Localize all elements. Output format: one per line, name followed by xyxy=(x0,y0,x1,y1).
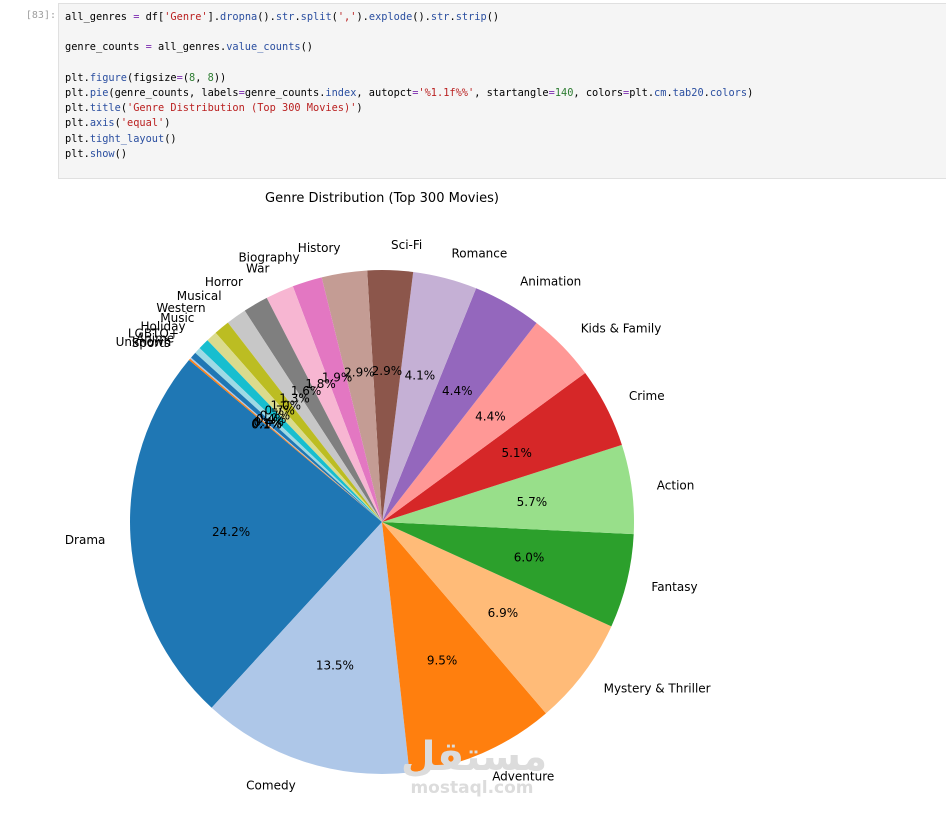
pct-label-lgbtq: 0.4% xyxy=(256,412,287,426)
pie-slice-horror xyxy=(244,297,382,522)
slice-label-kids-family: Kids & Family xyxy=(581,322,662,336)
pct-label-holiday: 0.7% xyxy=(260,408,291,422)
pct-label-kids-family: 4.4% xyxy=(475,410,506,424)
pie-slice-fantasy xyxy=(382,522,634,627)
pct-label-horror: 1.6% xyxy=(291,384,322,398)
pct-label-music: 0.7% xyxy=(264,404,295,418)
pie-slice-unknown xyxy=(189,357,382,522)
pct-label-fantasy: 6.0% xyxy=(514,551,545,565)
pct-label-crime: 5.1% xyxy=(501,446,532,460)
slice-label-action: Action xyxy=(657,479,695,493)
slice-label-sports: Sports xyxy=(132,336,170,350)
slice-label-war: War xyxy=(246,262,269,276)
slice-label-western: Western xyxy=(156,301,205,315)
watermark-latin: mostaql.com xyxy=(410,778,533,798)
pct-label-musical: 1.3% xyxy=(279,392,310,406)
pie-slice-drama xyxy=(130,360,382,708)
pie-slice-comedy xyxy=(211,522,410,774)
slice-label-horror: Horror xyxy=(205,275,243,289)
slice-label-history: History xyxy=(298,241,341,255)
pct-label-unknown: 0.1% xyxy=(252,417,283,431)
pct-label-anime: 0.4% xyxy=(253,415,284,429)
pie-slice-lgbtq xyxy=(195,348,382,522)
slice-label-adventure: Adventure xyxy=(492,769,554,783)
cell-prompt: [83]: xyxy=(25,10,56,21)
slice-label-comedy: Comedy xyxy=(246,778,296,792)
slice-label-music: Music xyxy=(160,311,194,325)
slice-label-sci-fi: Sci-Fi xyxy=(391,238,422,252)
watermark-arabic: مستقل xyxy=(401,734,547,780)
pie-slice-animation xyxy=(382,288,537,522)
slice-label-mystery-thriller: Mystery & Thriller xyxy=(604,682,711,696)
pie-slice-sports xyxy=(188,358,382,522)
pie-slice-music xyxy=(207,332,382,522)
slice-label-lgbtq: LGBTQ+ xyxy=(128,326,179,340)
pct-label-romance: 4.1% xyxy=(405,369,436,383)
slice-label-drama: Drama xyxy=(65,533,106,547)
slice-label-romance: Romance xyxy=(452,247,508,261)
pie-slice-history xyxy=(321,270,382,522)
slice-label-biography: Biography xyxy=(238,250,299,264)
pct-label-mystery-thriller: 6.9% xyxy=(488,606,519,620)
pie-slice-anime xyxy=(191,352,382,522)
pie-slice-action xyxy=(382,444,635,535)
pie-slice-musical xyxy=(227,310,382,522)
slice-label-anime: Anime xyxy=(136,332,174,346)
pct-label-war: 1.8% xyxy=(305,377,336,391)
pie-chart: Genre Distribution (Top 300 Movies) 24.2… xyxy=(65,191,711,798)
pct-label-action: 5.7% xyxy=(517,495,548,509)
cell-output: Genre Distribution (Top 300 Movies) 24.2… xyxy=(0,180,946,813)
pct-label-drama: 24.2% xyxy=(212,525,250,539)
chart-title: Genre Distribution (Top 300 Movies) xyxy=(265,191,499,206)
pie-slice-mystery-thriller xyxy=(382,522,612,714)
slice-label-holiday: Holiday xyxy=(140,319,185,333)
pie-slice-kids-family xyxy=(382,322,586,522)
pie-slice-western xyxy=(215,322,382,522)
pct-label-adventure: 9.5% xyxy=(427,654,458,668)
slice-label-musical: Musical xyxy=(177,289,222,303)
slice-label-animation: Animation xyxy=(520,275,581,289)
code-editor[interactable]: all_genres = df['Genre'].dropna().str.sp… xyxy=(65,11,754,160)
pie-slice-holiday xyxy=(199,340,382,522)
slice-label-crime: Crime xyxy=(629,389,665,403)
pct-label-sports: 0.1% xyxy=(251,417,282,431)
code-cell[interactable]: all_genres = df['Genre'].dropna().str.sp… xyxy=(58,3,946,179)
pct-label-biography: 1.9% xyxy=(322,371,353,385)
pie-slice-biography xyxy=(292,277,382,522)
pie-slice-war xyxy=(266,286,382,522)
pct-label-animation: 4.4% xyxy=(442,384,473,398)
pct-label-sci-fi: 2.9% xyxy=(372,364,403,378)
pie-slice-romance xyxy=(382,271,477,522)
slice-label-fantasy: Fantasy xyxy=(651,580,697,594)
pct-label-comedy: 13.5% xyxy=(316,659,354,673)
watermark: مستقل mostaql.com xyxy=(401,734,547,798)
pie-slice-adventure xyxy=(382,522,546,773)
pie-slice-crime xyxy=(382,372,622,522)
pct-label-western: 1.0% xyxy=(271,398,302,412)
pie-slice-sci-fi xyxy=(367,270,414,522)
slice-label-unknown: Unknown xyxy=(116,335,172,349)
pct-label-history: 2.9% xyxy=(344,366,375,380)
